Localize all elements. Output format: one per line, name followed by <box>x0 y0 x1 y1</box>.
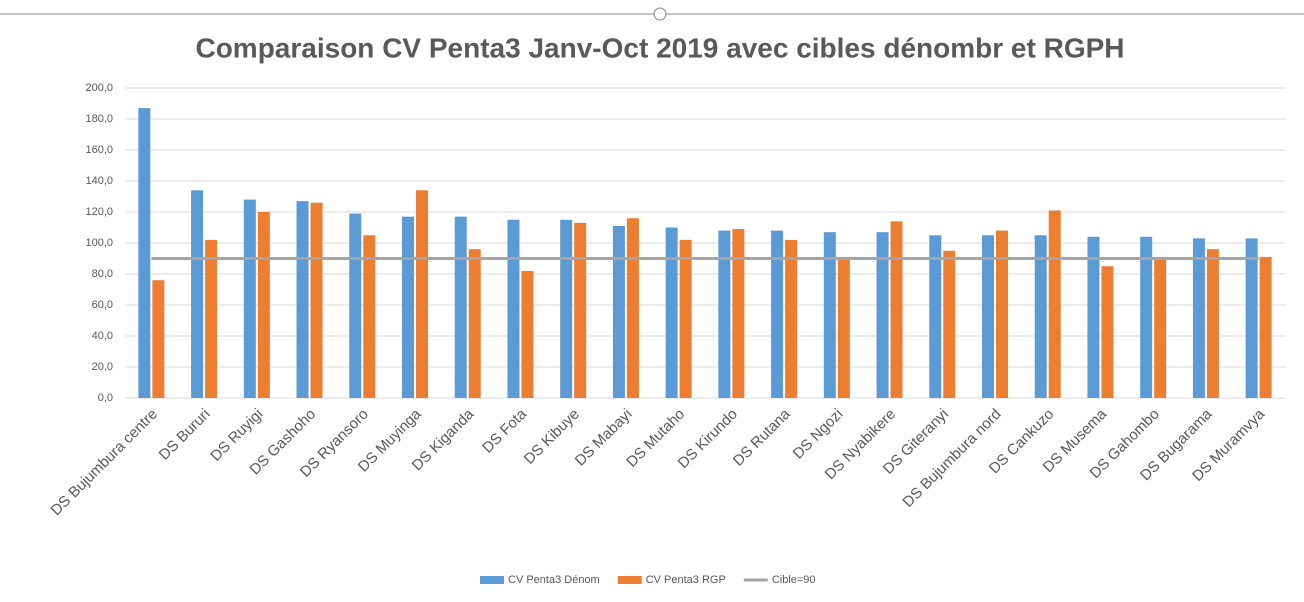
bar <box>943 250 956 398</box>
bar <box>929 235 942 398</box>
y-tick-label: 60,0 <box>92 299 113 311</box>
y-tick-label: 140,0 <box>85 175 113 187</box>
bar <box>402 216 414 398</box>
bar <box>574 222 587 398</box>
y-tick-label: 180,0 <box>85 113 113 125</box>
y-tick-label: 0,0 <box>98 392 113 404</box>
bar <box>823 232 836 398</box>
bar <box>626 218 639 398</box>
bar <box>416 190 428 398</box>
y-tick-label: 40,0 <box>92 330 113 342</box>
legend-label: Cible=90 <box>772 574 816 586</box>
bar <box>982 235 994 398</box>
bar <box>785 239 798 398</box>
bar <box>1192 238 1205 398</box>
y-tick-label: 200,0 <box>85 82 113 94</box>
y-tick-label: 80,0 <box>92 268 113 280</box>
legend-swatch <box>480 576 504 584</box>
bar <box>837 260 850 398</box>
bar <box>996 230 1008 398</box>
bar <box>363 235 376 398</box>
bar <box>876 232 889 398</box>
chart-title: Comparaison CV Penta3 Janv-Oct 2019 avec… <box>195 32 1124 63</box>
bar <box>349 213 362 398</box>
bar <box>1259 256 1272 398</box>
legend-label: CV Penta3 RGP <box>646 574 726 586</box>
bar <box>521 270 534 398</box>
bar <box>191 190 204 398</box>
bar <box>1245 238 1258 398</box>
bar <box>243 199 256 398</box>
bar <box>679 239 692 398</box>
bar <box>1087 236 1100 398</box>
bar <box>718 230 731 398</box>
y-tick-label: 120,0 <box>85 206 113 218</box>
y-tick-label: 20,0 <box>92 361 113 373</box>
bar <box>890 221 903 398</box>
bar <box>665 227 678 398</box>
bar <box>507 219 520 398</box>
bar <box>1101 266 1114 398</box>
y-tick-label: 100,0 <box>85 237 113 249</box>
legend-swatch <box>617 576 642 584</box>
bar <box>732 229 745 398</box>
bar <box>1048 210 1061 398</box>
resize-handle <box>653 7 667 21</box>
bar <box>257 212 270 398</box>
y-tick-label: 160,0 <box>85 144 113 156</box>
bar <box>138 108 151 399</box>
legend-label: CV Penta3 Dénom <box>508 574 600 586</box>
bar <box>560 219 573 398</box>
bar <box>468 249 481 398</box>
bar <box>1154 256 1167 398</box>
bar <box>771 230 784 398</box>
bar <box>1034 235 1047 398</box>
bar <box>1206 249 1219 398</box>
bar <box>152 280 165 398</box>
bar <box>612 225 625 398</box>
bar <box>310 202 323 398</box>
bar <box>296 201 309 398</box>
bar <box>205 239 218 398</box>
bar <box>454 216 467 398</box>
bar <box>1140 236 1153 398</box>
